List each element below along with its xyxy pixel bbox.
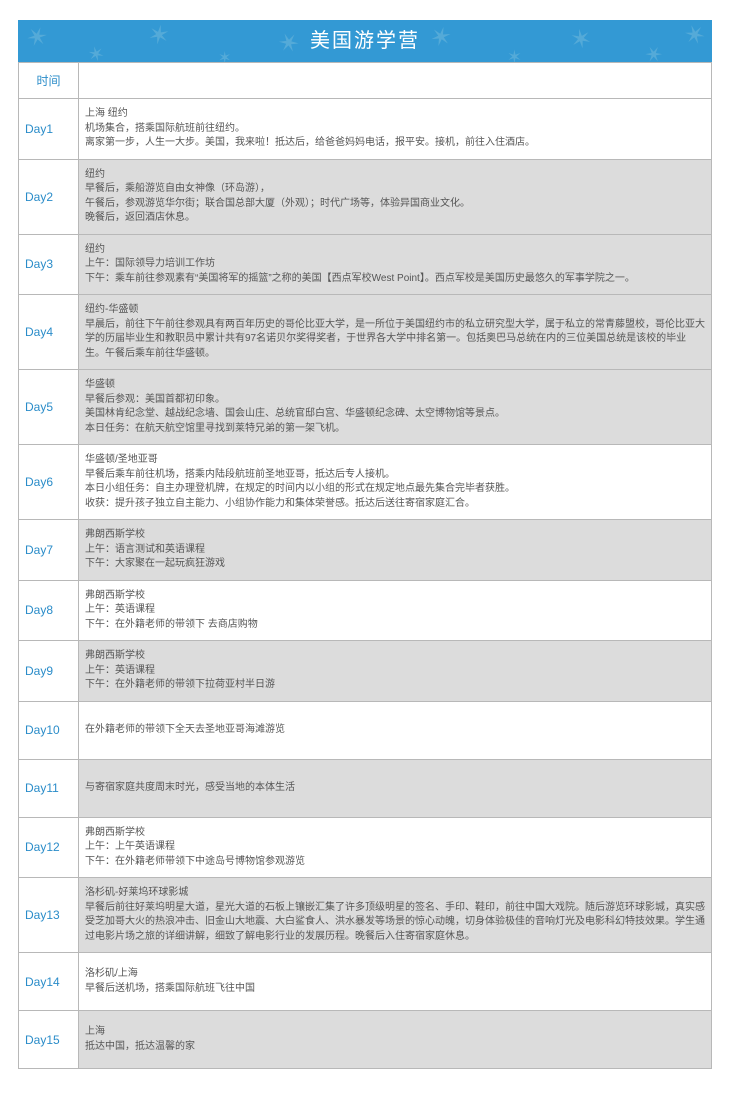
desc-cell: 弗朗西斯学校上午：上午英语课程下午：在外籍老师带领下中途岛号博物馆参观游览 [79, 817, 712, 878]
desc-cell: 上海抵达中国，抵达温馨的家 [79, 1011, 712, 1069]
day-cell: Day10 [19, 701, 79, 759]
desc-cell: 弗朗西斯学校上午：英语课程下午：在外籍老师的带领下拉荷亚村半日游 [79, 641, 712, 702]
day-cell: Day5 [19, 370, 79, 445]
deco-star: ✶ [678, 20, 712, 58]
deco-star: ✶ [270, 20, 308, 62]
desc-cell: 纽约上午：国际领导力培训工作坊下午：乘车前往参观素有“美国将军的摇篮”之称的美国… [79, 234, 712, 295]
table-row: Day12弗朗西斯学校上午：上午英语课程下午：在外籍老师带领下中途岛号博物馆参观… [19, 817, 712, 878]
page-title: 美国游学营 [310, 30, 420, 52]
table-row: Day2纽约早餐后，乘船游览自由女神像（环岛游），午餐后，参观游览华尔街；联合国… [19, 159, 712, 234]
desc-cell: 华盛顿早餐后参观：美国首都初印象。美国林肯纪念堂、越战纪念墙、国会山庄、总统官邸… [79, 370, 712, 445]
desc-cell: 上海 纽约机场集合，搭乘国际航班前往纽约。离家第一步，人生一大步。美国，我来啦！… [79, 99, 712, 160]
day-cell: Day6 [19, 445, 79, 520]
table-row: Day8弗朗西斯学校上午：英语课程下午：在外籍老师的带领下 去商店购物 [19, 580, 712, 641]
day-cell: Day15 [19, 1011, 79, 1069]
day-cell: Day11 [19, 759, 79, 817]
table-row: Day7弗朗西斯学校上午：语言测试和英语课程下午：大家聚在一起玩疯狂游戏 [19, 520, 712, 581]
day-cell: Day12 [19, 817, 79, 878]
title-banner: ✶ ✶ ✶ ✶ ✶ ✶ ✶ ✶ ✶ ✶ 美国游学营 [18, 20, 712, 62]
day-cell: Day8 [19, 580, 79, 641]
desc-cell: 洛杉矶/上海早餐后送机场，搭乘国际航班飞往中国 [79, 953, 712, 1011]
desc-cell: 纽约早餐后，乘船游览自由女神像（环岛游），午餐后，参观游览华尔街；联合国总部大厦… [79, 159, 712, 234]
desc-cell: 与寄宿家庭共度周末时光，感受当地的本体生活 [79, 759, 712, 817]
table-row: Day5华盛顿早餐后参观：美国首都初印象。美国林肯纪念堂、越战纪念墙、国会山庄、… [19, 370, 712, 445]
table-row: Day3纽约上午：国际领导力培训工作坊下午：乘车前往参观素有“美国将军的摇篮”之… [19, 234, 712, 295]
day-cell: Day7 [19, 520, 79, 581]
desc-cell: 洛杉矶-好莱坞环球影城早餐后前往好莱坞明星大道，星光大道的石板上镶嵌汇集了许多顶… [79, 878, 712, 953]
table-row: Day14洛杉矶/上海早餐后送机场，搭乘国际航班飞往中国 [19, 953, 712, 1011]
itinerary-table: 时间 Day1上海 纽约机场集合，搭乘国际航班前往纽约。离家第一步，人生一大步。… [18, 62, 712, 1069]
day-cell: Day4 [19, 295, 79, 370]
day-cell: Day2 [19, 159, 79, 234]
day-cell: Day1 [19, 99, 79, 160]
col-header-time: 时间 [19, 63, 79, 99]
deco-star: ✶ [634, 32, 671, 62]
col-header-blank [79, 63, 712, 99]
day-cell: Day13 [19, 878, 79, 953]
table-row: Day11与寄宿家庭共度周末时光，感受当地的本体生活 [19, 759, 712, 817]
day-cell: Day9 [19, 641, 79, 702]
deco-star: ✶ [425, 20, 457, 60]
desc-cell: 弗朗西斯学校上午：语言测试和英语课程下午：大家聚在一起玩疯狂游戏 [79, 520, 712, 581]
deco-star: ✶ [145, 20, 174, 58]
deco-star: ✶ [19, 20, 54, 60]
deco-star: ✶ [83, 33, 110, 62]
table-row: Day6华盛顿/圣地亚哥早餐后乘车前往机场，搭乘内陆段航班前圣地亚哥，抵达后专人… [19, 445, 712, 520]
table-row: Day4纽约-华盛顿早晨后，前往下午前往参观具有两百年历史的哥伦比亚大学，是一所… [19, 295, 712, 370]
deco-star: ✶ [567, 20, 596, 62]
table-row: Day1上海 纽约机场集合，搭乘国际航班前往纽约。离家第一步，人生一大步。美国，… [19, 99, 712, 160]
desc-cell: 弗朗西斯学校上午：英语课程下午：在外籍老师的带领下 去商店购物 [79, 580, 712, 641]
day-cell: Day3 [19, 234, 79, 295]
table-row: Day9弗朗西斯学校上午：英语课程下午：在外籍老师的带领下拉荷亚村半日游 [19, 641, 712, 702]
table-row: Day13洛杉矶-好莱坞环球影城早餐后前往好莱坞明星大道，星光大道的石板上镶嵌汇… [19, 878, 712, 953]
table-row: Day15上海抵达中国，抵达温馨的家 [19, 1011, 712, 1069]
deco-star: ✶ [507, 36, 522, 62]
table-row: Day10在外籍老师的带领下全天去圣地亚哥海滩游览 [19, 701, 712, 759]
desc-cell: 纽约-华盛顿早晨后，前往下午前往参观具有两百年历史的哥伦比亚大学，是一所位于美国… [79, 295, 712, 370]
desc-cell: 华盛顿/圣地亚哥早餐后乘车前往机场，搭乘内陆段航班前圣地亚哥，抵达后专人接机。本… [79, 445, 712, 520]
deco-star: ✶ [218, 38, 231, 62]
desc-cell: 在外籍老师的带领下全天去圣地亚哥海滩游览 [79, 701, 712, 759]
day-cell: Day14 [19, 953, 79, 1011]
